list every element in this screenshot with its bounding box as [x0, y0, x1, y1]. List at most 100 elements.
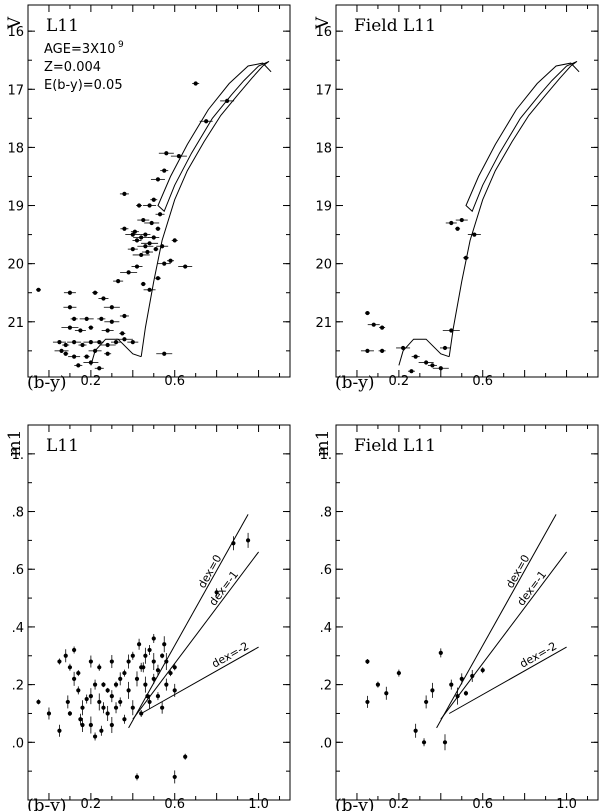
data-point	[141, 281, 146, 287]
data-point	[118, 699, 123, 705]
data-point	[130, 705, 135, 710]
data-point	[204, 119, 209, 124]
y-tick-label: 21	[315, 316, 332, 331]
plot-frame	[335, 4, 599, 378]
data-point	[109, 319, 114, 324]
data-point	[122, 717, 127, 722]
plot-frame	[27, 424, 291, 801]
data-point	[46, 711, 52, 716]
data-point	[162, 261, 167, 266]
panel-title: L11	[46, 436, 79, 456]
y-axis-label: V	[313, 16, 333, 30]
data-point	[145, 249, 150, 255]
data-point	[113, 705, 119, 710]
data-point	[172, 238, 177, 243]
data-point	[76, 688, 81, 693]
data-point	[88, 722, 93, 728]
data-point	[134, 238, 140, 243]
data-point	[155, 226, 161, 231]
data-point	[97, 340, 102, 345]
y-tick-label: 19	[7, 200, 24, 215]
data-point	[380, 348, 385, 353]
isochrone-curve	[448, 60, 580, 357]
y-tick-label: 19	[315, 200, 332, 215]
data-point	[101, 296, 106, 301]
plot-frame	[27, 4, 291, 378]
data-point	[136, 203, 142, 208]
x-tick-label: 0.6	[164, 374, 185, 389]
data-point	[147, 203, 152, 208]
data-point	[151, 197, 156, 202]
data-point	[130, 232, 135, 237]
data-point	[126, 270, 131, 275]
data-point	[72, 354, 77, 359]
plot-frame	[335, 424, 599, 801]
y-tick-label: 1.	[320, 448, 332, 463]
data-point	[151, 659, 156, 664]
data-point	[88, 325, 93, 330]
data-point	[155, 668, 161, 673]
data-point	[109, 305, 114, 310]
data-point	[459, 217, 464, 223]
data-point	[371, 322, 376, 327]
data-point	[365, 348, 370, 353]
y-tick-label: .4	[12, 621, 24, 636]
data-point	[122, 191, 127, 197]
data-point	[147, 699, 152, 705]
x-axis-label: (b-y)	[27, 796, 67, 811]
data-point	[459, 676, 464, 681]
data-point	[149, 220, 154, 226]
y-tick-label: 18	[7, 141, 24, 156]
data-point	[101, 705, 106, 710]
data-point	[97, 699, 102, 705]
data-point	[36, 287, 41, 292]
data-point	[80, 705, 85, 710]
data-point	[113, 682, 119, 687]
data-point	[438, 366, 443, 371]
data-point	[132, 229, 137, 234]
data-point	[84, 316, 89, 321]
annotation-z: Z=0.004	[44, 60, 101, 75]
data-point	[130, 653, 135, 658]
data-point	[421, 740, 427, 745]
data-point	[65, 699, 70, 705]
data-point	[80, 342, 85, 348]
data-point	[245, 538, 251, 543]
data-point	[172, 665, 177, 670]
y-axis-label: V	[5, 16, 25, 30]
data-point	[139, 235, 144, 240]
isochrone-curve	[90, 338, 142, 366]
data-point	[97, 665, 102, 670]
data-point	[183, 754, 188, 759]
data-point	[99, 728, 104, 733]
data-point	[442, 345, 448, 351]
data-point	[126, 688, 131, 693]
data-point	[57, 340, 62, 345]
data-point	[109, 722, 114, 728]
y-tick-label: .6	[320, 563, 332, 578]
data-point	[396, 670, 401, 676]
data-point	[455, 226, 460, 231]
data-point	[480, 668, 485, 673]
data-point	[88, 694, 93, 699]
data-point	[105, 342, 110, 348]
data-point	[105, 688, 110, 693]
isochrone-curve	[398, 338, 450, 366]
data-point	[130, 340, 135, 345]
x-tick-label: 0.6	[472, 797, 493, 811]
data-point	[143, 232, 148, 237]
data-point	[92, 290, 98, 295]
x-tick-label: 0.2	[389, 374, 410, 389]
data-point	[449, 682, 454, 687]
data-point	[413, 354, 418, 359]
reference-line	[128, 514, 249, 729]
x-axis-label: (b-y)	[335, 796, 375, 811]
data-point	[57, 659, 62, 664]
data-point	[36, 699, 41, 705]
reference-line	[132, 551, 259, 720]
data-point	[463, 691, 469, 696]
data-point	[122, 670, 127, 676]
reference-line	[140, 646, 259, 714]
data-point	[193, 81, 198, 86]
